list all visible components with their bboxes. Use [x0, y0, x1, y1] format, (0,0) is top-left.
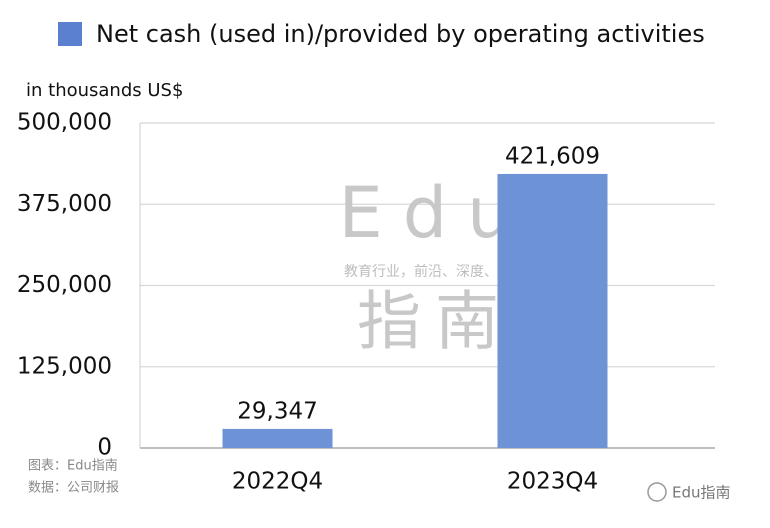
note: 图表：Edu指南: [28, 458, 118, 474]
brand: Edu指南: [672, 484, 731, 502]
y-tick-label: 0: [97, 435, 112, 461]
legend-label: Net cash (used in)/provided by operating…: [96, 20, 705, 48]
y-tick-label: 500,000: [17, 110, 112, 136]
x-tick-label: 2022Q4: [232, 469, 323, 495]
bar: [222, 428, 333, 448]
watermark: Edu: [338, 172, 531, 254]
y-tick-label: 375,000: [17, 191, 112, 217]
x-tick-label: 2023Q4: [507, 469, 598, 495]
brand-icon: [647, 482, 667, 502]
note: 数据：公司财报: [28, 481, 119, 496]
y-axis-label: in thousands US$: [26, 80, 183, 101]
y-tick-label: 125,000: [17, 353, 112, 379]
y-tick-label: 250,000: [17, 272, 112, 298]
watermark: 指南: [357, 286, 513, 360]
bar: [497, 173, 608, 448]
legend-swatch: [58, 22, 82, 46]
watermark: 教育行业，前沿、深度、独家: [344, 263, 526, 280]
value-label: 421,609: [505, 143, 600, 169]
value-label: 29,347: [237, 398, 317, 424]
